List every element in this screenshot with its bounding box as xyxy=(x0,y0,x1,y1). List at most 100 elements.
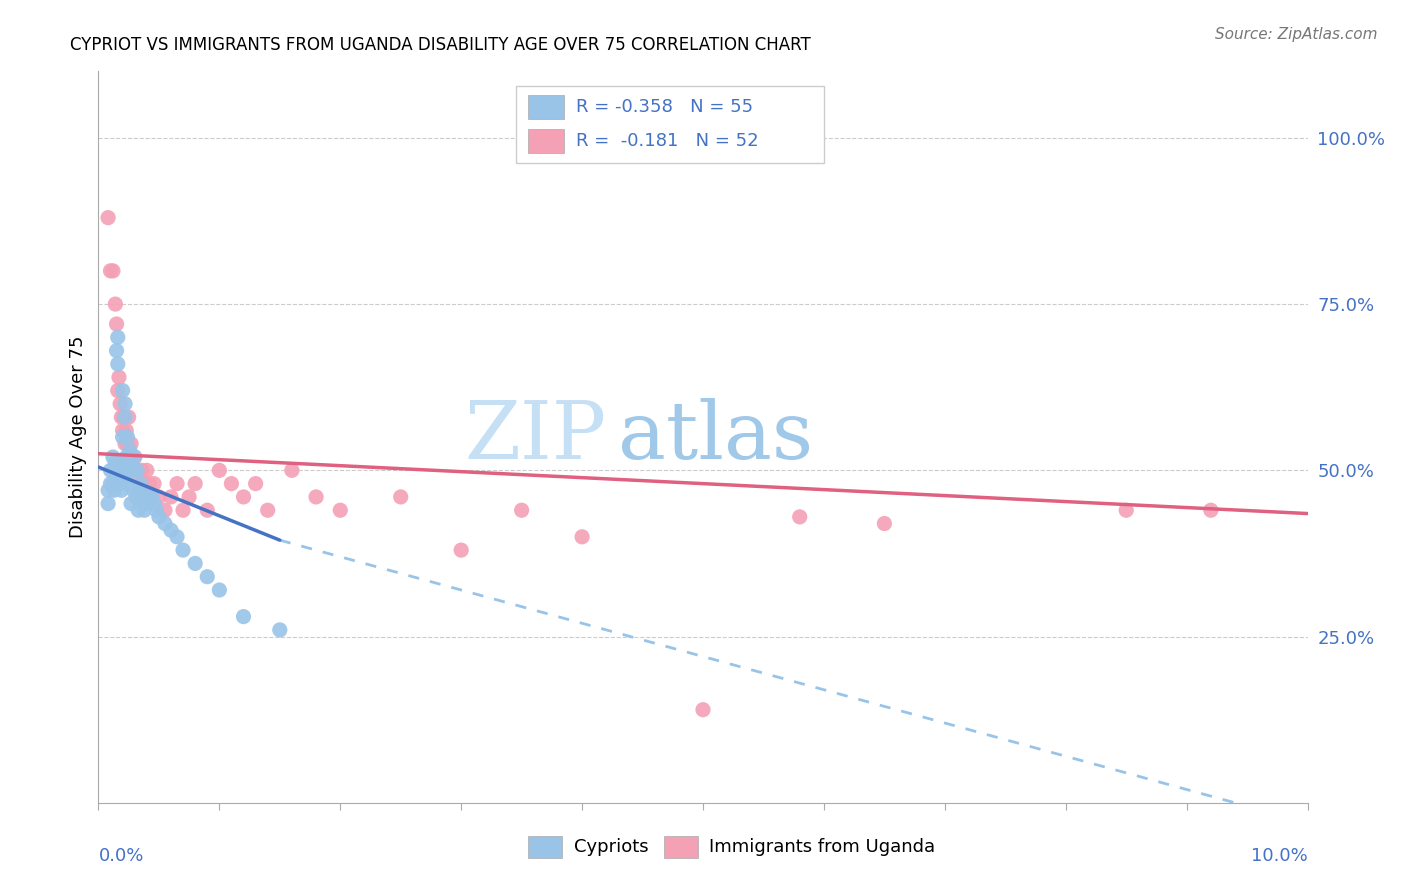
Text: R = -0.358   N = 55: R = -0.358 N = 55 xyxy=(576,98,754,116)
Point xyxy=(450,543,472,558)
Point xyxy=(510,503,533,517)
Point xyxy=(166,476,188,491)
Point xyxy=(108,370,131,384)
Point xyxy=(101,476,124,491)
Point xyxy=(141,490,163,504)
Point xyxy=(129,476,152,491)
Point xyxy=(115,424,138,438)
Point xyxy=(153,503,176,517)
Point xyxy=(148,509,170,524)
Point xyxy=(120,463,142,477)
Point xyxy=(114,397,136,411)
Point xyxy=(208,463,231,477)
Point xyxy=(115,450,138,464)
Text: Immigrants from Uganda: Immigrants from Uganda xyxy=(709,838,935,855)
Point xyxy=(281,463,304,477)
Point xyxy=(114,436,136,450)
Point xyxy=(131,490,153,504)
FancyBboxPatch shape xyxy=(516,86,824,162)
Point xyxy=(111,384,134,398)
Point xyxy=(108,397,131,411)
Point xyxy=(131,463,153,477)
Point xyxy=(127,463,149,477)
Point xyxy=(172,543,194,558)
Point xyxy=(110,410,132,425)
Text: Source: ZipAtlas.com: Source: ZipAtlas.com xyxy=(1215,27,1378,42)
Point xyxy=(179,490,201,504)
Point xyxy=(107,357,129,371)
Point xyxy=(135,463,157,477)
Point xyxy=(145,503,167,517)
Point xyxy=(105,317,128,331)
Point xyxy=(172,503,194,517)
Point xyxy=(97,483,120,498)
Text: 10.0%: 10.0% xyxy=(1251,847,1308,864)
Point xyxy=(105,470,128,484)
Point xyxy=(101,264,124,278)
Point xyxy=(128,483,150,498)
Point xyxy=(111,430,134,444)
Point xyxy=(143,497,166,511)
Point xyxy=(121,463,143,477)
Point xyxy=(124,450,146,464)
Point xyxy=(143,476,166,491)
Point xyxy=(232,490,254,504)
Point xyxy=(125,490,148,504)
Point xyxy=(108,463,131,477)
Point xyxy=(108,457,131,471)
Point xyxy=(118,450,141,464)
Point xyxy=(118,450,141,464)
Point xyxy=(245,476,267,491)
Point xyxy=(1115,503,1137,517)
Point xyxy=(692,703,714,717)
Point xyxy=(148,490,170,504)
Point xyxy=(112,410,135,425)
Point xyxy=(571,530,593,544)
Point xyxy=(103,483,125,498)
Point xyxy=(127,463,149,477)
Point xyxy=(329,503,352,517)
Point xyxy=(789,509,811,524)
Point xyxy=(104,457,127,471)
Point xyxy=(127,503,149,517)
Point xyxy=(195,503,218,517)
Bar xyxy=(527,95,564,119)
Point xyxy=(112,463,135,477)
Point xyxy=(97,497,120,511)
Point xyxy=(103,463,125,477)
Point xyxy=(107,330,129,344)
Point xyxy=(184,476,207,491)
Point xyxy=(153,516,176,531)
Bar xyxy=(664,836,699,858)
Point xyxy=(100,264,122,278)
Point xyxy=(97,211,120,225)
Point xyxy=(101,450,124,464)
Point xyxy=(1199,503,1222,517)
Point xyxy=(138,490,160,504)
Point xyxy=(221,476,243,491)
Text: Cypriots: Cypriots xyxy=(574,838,648,855)
Text: atlas: atlas xyxy=(619,398,814,476)
Point xyxy=(110,483,132,498)
Point xyxy=(115,470,138,484)
Point xyxy=(122,483,145,498)
Text: CYPRIOT VS IMMIGRANTS FROM UGANDA DISABILITY AGE OVER 75 CORRELATION CHART: CYPRIOT VS IMMIGRANTS FROM UGANDA DISABI… xyxy=(70,36,811,54)
Text: 0.0%: 0.0% xyxy=(98,847,143,864)
Point xyxy=(195,570,218,584)
Point xyxy=(100,476,122,491)
Point xyxy=(117,436,139,450)
Point xyxy=(114,410,136,425)
Point xyxy=(873,516,896,531)
Point xyxy=(121,463,143,477)
Point xyxy=(100,463,122,477)
Bar xyxy=(527,129,564,153)
Point xyxy=(160,523,183,537)
Bar xyxy=(527,836,561,858)
Point xyxy=(305,490,328,504)
Text: ZIP: ZIP xyxy=(464,398,606,476)
Y-axis label: Disability Age Over 75: Disability Age Over 75 xyxy=(69,335,87,539)
Point xyxy=(256,503,278,517)
Point xyxy=(105,343,128,358)
Point xyxy=(118,443,141,458)
Point xyxy=(111,424,134,438)
